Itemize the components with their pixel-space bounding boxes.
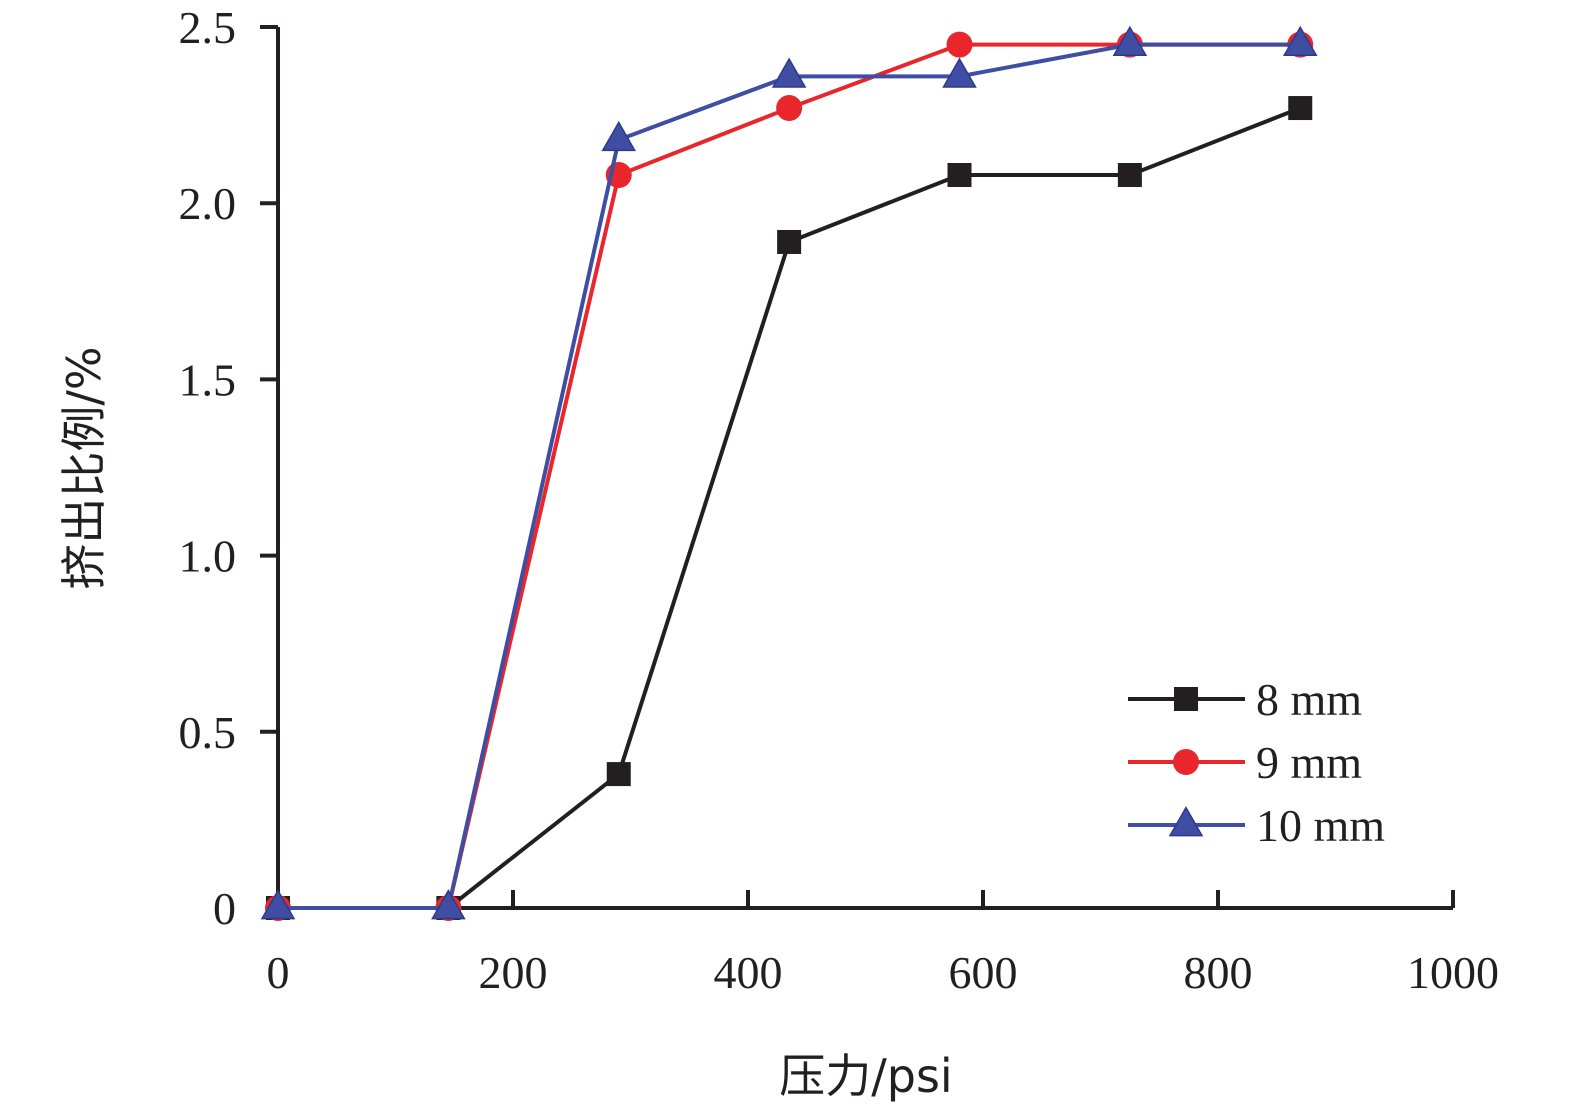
series-10-mm — [260, 25, 1318, 920]
data-point — [1117, 163, 1142, 188]
y-tick-label: 0 — [213, 883, 236, 934]
data-point — [1282, 25, 1318, 57]
series-line — [278, 42, 1301, 910]
y-ticks: 0 0.5 1.0 1.5 2.0 2.5 — [179, 2, 278, 934]
legend-item: 10 mm — [1128, 800, 1385, 851]
x-tick-label: 600 — [949, 947, 1018, 998]
legend-marker — [1168, 806, 1204, 837]
legend: 8 mm 9 mm 10 mm — [1128, 674, 1385, 851]
data-point — [1288, 96, 1313, 121]
data-point — [777, 229, 802, 254]
x-tick-label: 1000 — [1407, 947, 1499, 998]
data-point — [431, 889, 466, 920]
series-line — [278, 42, 1301, 910]
axes — [276, 27, 1453, 910]
y-tick-label: 2.0 — [179, 178, 237, 229]
x-axis-title: 压力/psi — [779, 1049, 952, 1103]
legend-item: 8 mm — [1128, 674, 1362, 725]
y-tick-label: 0.5 — [179, 707, 237, 758]
series-line — [278, 106, 1301, 910]
x-ticks: 0 200 400 600 800 1000 — [267, 890, 1499, 998]
y-axis-title: 挤出比例/% — [57, 346, 111, 589]
data-point — [776, 95, 803, 122]
series-layer — [260, 25, 1318, 921]
legend-label: 9 mm — [1256, 737, 1362, 788]
y-tick-label: 1.0 — [179, 531, 237, 582]
x-tick-label: 400 — [714, 947, 783, 998]
data-point — [606, 762, 631, 787]
x-tick-label: 0 — [267, 947, 290, 998]
legend-label: 10 mm — [1256, 800, 1385, 851]
data-point — [1112, 25, 1148, 57]
x-tick-label: 800 — [1184, 947, 1253, 998]
data-point — [771, 57, 807, 88]
y-tick-label: 1.5 — [179, 354, 237, 405]
data-point — [947, 163, 972, 188]
data-point — [260, 889, 296, 920]
y-tick-label: 2.5 — [179, 2, 237, 53]
data-point — [601, 120, 637, 152]
series-8-mm — [266, 96, 1313, 920]
legend-item: 9 mm — [1128, 737, 1362, 788]
legend-marker — [1173, 749, 1199, 775]
data-point — [946, 31, 973, 58]
legend-label: 8 mm — [1256, 674, 1362, 725]
legend-marker — [1174, 687, 1198, 711]
data-point — [942, 57, 977, 88]
x-tick-label: 200 — [479, 947, 548, 998]
